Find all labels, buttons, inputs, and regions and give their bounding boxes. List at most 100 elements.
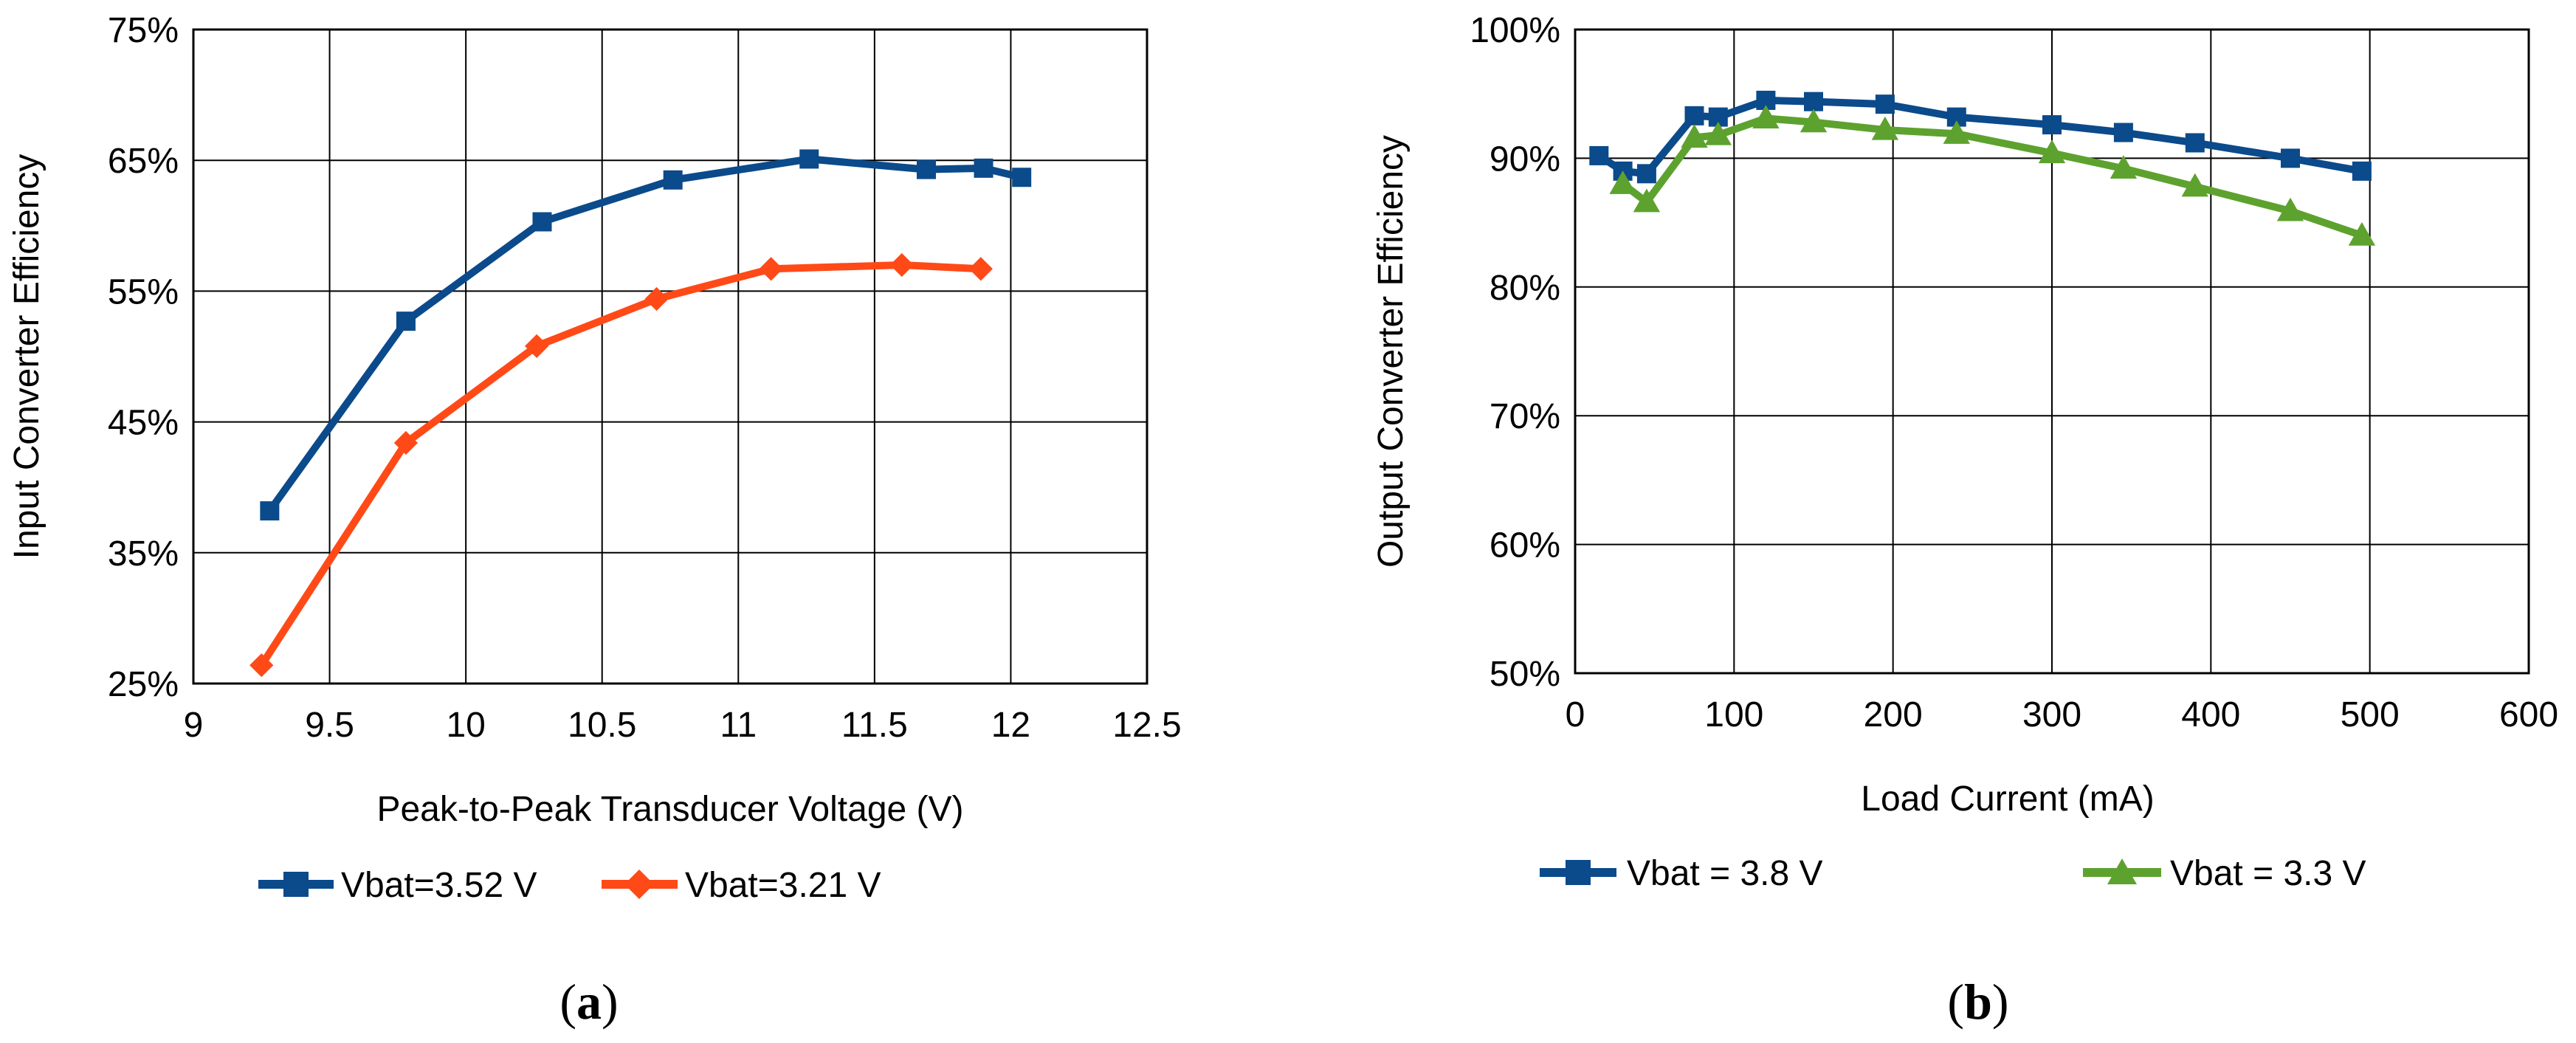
chart-b-legend-0-label: Vbat = 3.8 V [1627,854,1823,893]
chart-b-series-0-point [2113,123,2133,142]
chart-a-series-1-point [759,257,783,281]
chart-a-plot-frame [192,28,1148,685]
chart-a-legend-item-1: Vbat=3.21 V [602,866,881,905]
chart-b-y-axis-title: Output Converter Efficiency [1371,135,1411,568]
chart-a-series-1-point [889,252,914,278]
chart-a-grid [193,30,1147,684]
chart-b-y-tick-label: 50% [1490,655,1560,694]
chart-a-series-1-point [393,430,419,455]
chart-a-x-tick-labels: 9 9.5 10 10.5 11 11.5 12 12.5 [184,706,1182,745]
chart-a-series-0 [260,149,1032,521]
chart-a-series-1-point [249,653,274,678]
chart-a: 9 9.5 10 10.5 11 11.5 12 12.5 25% 35% 45% 55% 65% 75… [7,11,1182,1030]
chart-a-y-tick-labels: 25% 35% 45% 55% 65% 75% [108,11,179,704]
chart-b-y-tick-label: 80% [1490,269,1560,308]
chart-b-series-1-point [1800,109,1828,133]
chart-a-x-tick-label: 12 [991,706,1030,745]
chart-b-series-0-point [2042,115,2062,135]
chart-a-series-0-point [974,158,993,178]
chart-b-series-1 [1609,105,2376,246]
chart-b-series-1-point [2038,140,2066,164]
chart-b-panel-label: (b) [1947,974,2008,1030]
chart-b-y-tick-labels: 50% 60% 70% 80% 90% 100% [1470,11,1560,694]
chart-b-series-1-point [2348,221,2376,246]
chart-a-y-axis-title: Input Converter Efficiency [7,154,47,560]
chart-a-series-0-point [1012,168,1032,187]
chart-b-legend: Vbat = 3.8 V Vbat = 3.3 V [1540,854,2366,893]
chart-b-series-0 [1589,90,2372,184]
chart-a-legend-item-0: Vbat=3.52 V [258,866,537,905]
chart-a-series-0-point [799,149,819,169]
chart-a-x-tick-label: 9.5 [305,706,354,745]
chart-b-legend-item-1: Vbat = 3.3 V [2083,854,2366,893]
chart-b-series-1-point [1609,171,1636,194]
chart-b-legend-1-marker [2107,858,2137,884]
chart-a-y-tick-label: 25% [108,665,179,704]
chart-b-legend-item-0: Vbat = 3.8 V [1540,854,1823,893]
chart-b-series-1-point [1633,188,1661,213]
chart-a-series-1-point [525,334,549,358]
chart-b-x-tick-label: 300 [2022,695,2081,734]
chart-b-legend-0-marker [1566,860,1591,885]
chart-b-series-1-point [2110,155,2138,179]
chart-b-series-0-point [1804,92,1823,111]
chart-a-series-0-point [916,159,936,179]
chart-a-x-tick-label: 10.5 [568,706,636,745]
chart-b-series-0-point [2281,148,2300,168]
chart-a-panel-letter: a [576,974,602,1030]
chart-b-series-1-point [2276,197,2304,221]
chart-a-x-tick-label: 11 [720,706,757,745]
chart-b-y-tick-label: 60% [1490,526,1560,565]
chart-b-series [1589,90,2376,246]
chart-b-x-tick-label: 100 [1704,695,1763,734]
chart-a-x-tick-label: 10 [446,706,485,745]
chart-b-x-tick-labels: 0 100 200 300 400 500 600 [1566,695,2558,734]
chart-b-series-1-point [2181,173,2208,197]
chart-b-y-tick-label: 70% [1490,397,1560,436]
chart-a-legend-1-marker [624,870,654,899]
chart-b-x-tick-label: 500 [2341,695,2400,734]
chart-b-plot-frame [1574,28,2530,675]
chart-b-series-1-point [1752,105,1780,128]
chart-a-y-tick-label: 75% [108,11,179,50]
chart-a-series-0-point [532,212,552,232]
chart-a-x-axis-title: Peak-to-Peak Transducer Voltage (V) [376,790,963,829]
chart-b-series-0-point [2185,133,2205,153]
chart-a-panel-label: (a) [559,974,618,1030]
chart-b-series-0-point [1875,94,1895,114]
chart-a-series-0-point [396,311,416,331]
chart-a-series-1-point [968,257,993,281]
chart-a-x-tick-label: 12.5 [1112,706,1181,745]
chart-b-x-tick-label: 600 [2499,695,2558,734]
chart-a-x-tick-label: 11.5 [841,706,908,745]
chart-a-series-0-point [663,170,683,190]
chart-b-series-1-point [1681,124,1708,148]
chart-b: 0 100 200 300 400 500 600 50%60%70%80%90%100% … [1371,11,2558,1030]
chart-a-x-tick-label: 9 [184,706,204,745]
chart-b-series-0-line [1597,96,2363,178]
chart-a-y-tick-label: 65% [108,142,179,181]
chart-b-y-tick-label: 90% [1490,140,1560,179]
chart-b-series-0-point [1636,164,1656,184]
chart-b-panel-letter: b [1964,974,1992,1030]
chart-b-legend-1-label: Vbat = 3.3 V [2170,854,2366,893]
chart-a-y-tick-label: 45% [108,404,179,443]
chart-a-y-tick-label: 55% [108,272,179,311]
chart-b-series-0-point [1684,106,1704,125]
chart-a-legend-1-label: Vbat=3.21 V [685,866,881,905]
chart-b-series-0-point [2352,161,2372,181]
chart-b-x-tick-label: 200 [1864,695,1923,734]
chart-a-series-1-point [644,286,669,311]
chart-b-x-tick-label: 400 [2181,695,2240,734]
chart-b-series-0-point [1589,145,1609,165]
chart-a-legend-0-marker [283,872,309,897]
chart-b-series-1-point [1943,120,1970,144]
chart-a-legend-0-label: Vbat=3.52 V [341,866,537,905]
chart-a-series-0-point [260,501,280,521]
chart-a-series [249,149,1032,678]
chart-b-x-tick-label: 0 [1566,695,1585,734]
chart-b-x-axis-title: Load Current (mA) [1861,779,2154,819]
chart-b-series-1-point [1704,121,1732,145]
chart-a-y-tick-label: 35% [108,534,179,574]
